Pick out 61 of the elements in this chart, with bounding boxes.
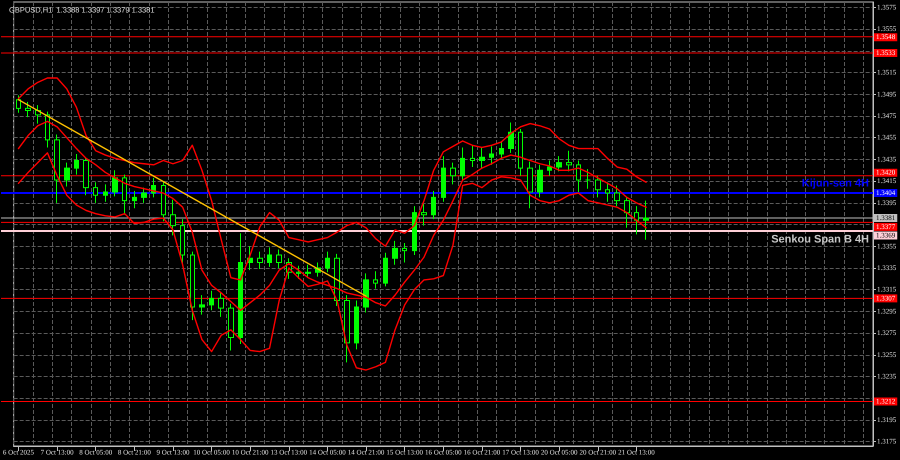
candlestick <box>585 168 591 190</box>
candlestick <box>64 162 70 188</box>
candlestick <box>547 160 552 176</box>
candlestick <box>161 182 166 222</box>
candlestick <box>556 156 562 172</box>
candlestick <box>624 196 630 228</box>
candlestick <box>392 240 398 266</box>
candlestick <box>16 94 21 114</box>
candlestick <box>25 101 31 118</box>
candlestick <box>527 161 533 209</box>
candlestick <box>421 203 427 226</box>
candlestick <box>518 128 523 176</box>
candlestick <box>508 122 514 154</box>
candlestick <box>479 146 485 169</box>
candlestick <box>605 182 610 202</box>
candlestick <box>238 232 243 344</box>
candlestick <box>74 153 79 176</box>
candlestick <box>141 187 147 204</box>
annotation: Kijun-sen 4H <box>802 178 870 190</box>
candlestick <box>218 292 224 318</box>
candlestick <box>489 146 494 166</box>
candlestick <box>363 272 369 313</box>
candlestick <box>595 175 601 198</box>
candlestick <box>276 249 282 268</box>
candlestick <box>537 164 543 198</box>
candlestick <box>93 182 98 204</box>
candlestick <box>103 184 108 202</box>
candlestick <box>576 160 581 192</box>
candlestick <box>499 140 504 159</box>
candlestick <box>614 184 620 207</box>
candlestick <box>325 251 330 273</box>
candlestick <box>170 199 176 236</box>
candlestick <box>199 294 205 316</box>
candlestick <box>643 200 649 240</box>
candlestick <box>190 251 195 321</box>
annotation: Senkou Span B 4H <box>771 234 870 246</box>
candlestick <box>54 134 60 204</box>
candlestick <box>354 300 359 350</box>
candlestick <box>460 146 465 181</box>
candlestick <box>122 174 127 216</box>
candlestick <box>209 290 214 311</box>
candlestick <box>257 251 263 270</box>
candlestick <box>373 270 378 290</box>
candlestick <box>344 294 350 363</box>
candlestick <box>180 218 185 266</box>
candlestick <box>402 242 407 264</box>
candlestick <box>112 170 118 197</box>
candlestick <box>383 252 388 287</box>
candlestick <box>566 150 572 172</box>
candlestick <box>470 144 475 168</box>
candlestick <box>296 265 301 280</box>
candlestick <box>450 162 456 185</box>
candlestick <box>267 246 272 268</box>
candlestick <box>431 190 436 220</box>
candlestick <box>305 264 311 278</box>
candlestick <box>634 206 639 235</box>
candlestick <box>83 156 89 196</box>
candlestick <box>228 303 234 351</box>
candlestick <box>412 206 417 256</box>
candlestick <box>132 190 137 209</box>
candlestick <box>441 156 446 202</box>
